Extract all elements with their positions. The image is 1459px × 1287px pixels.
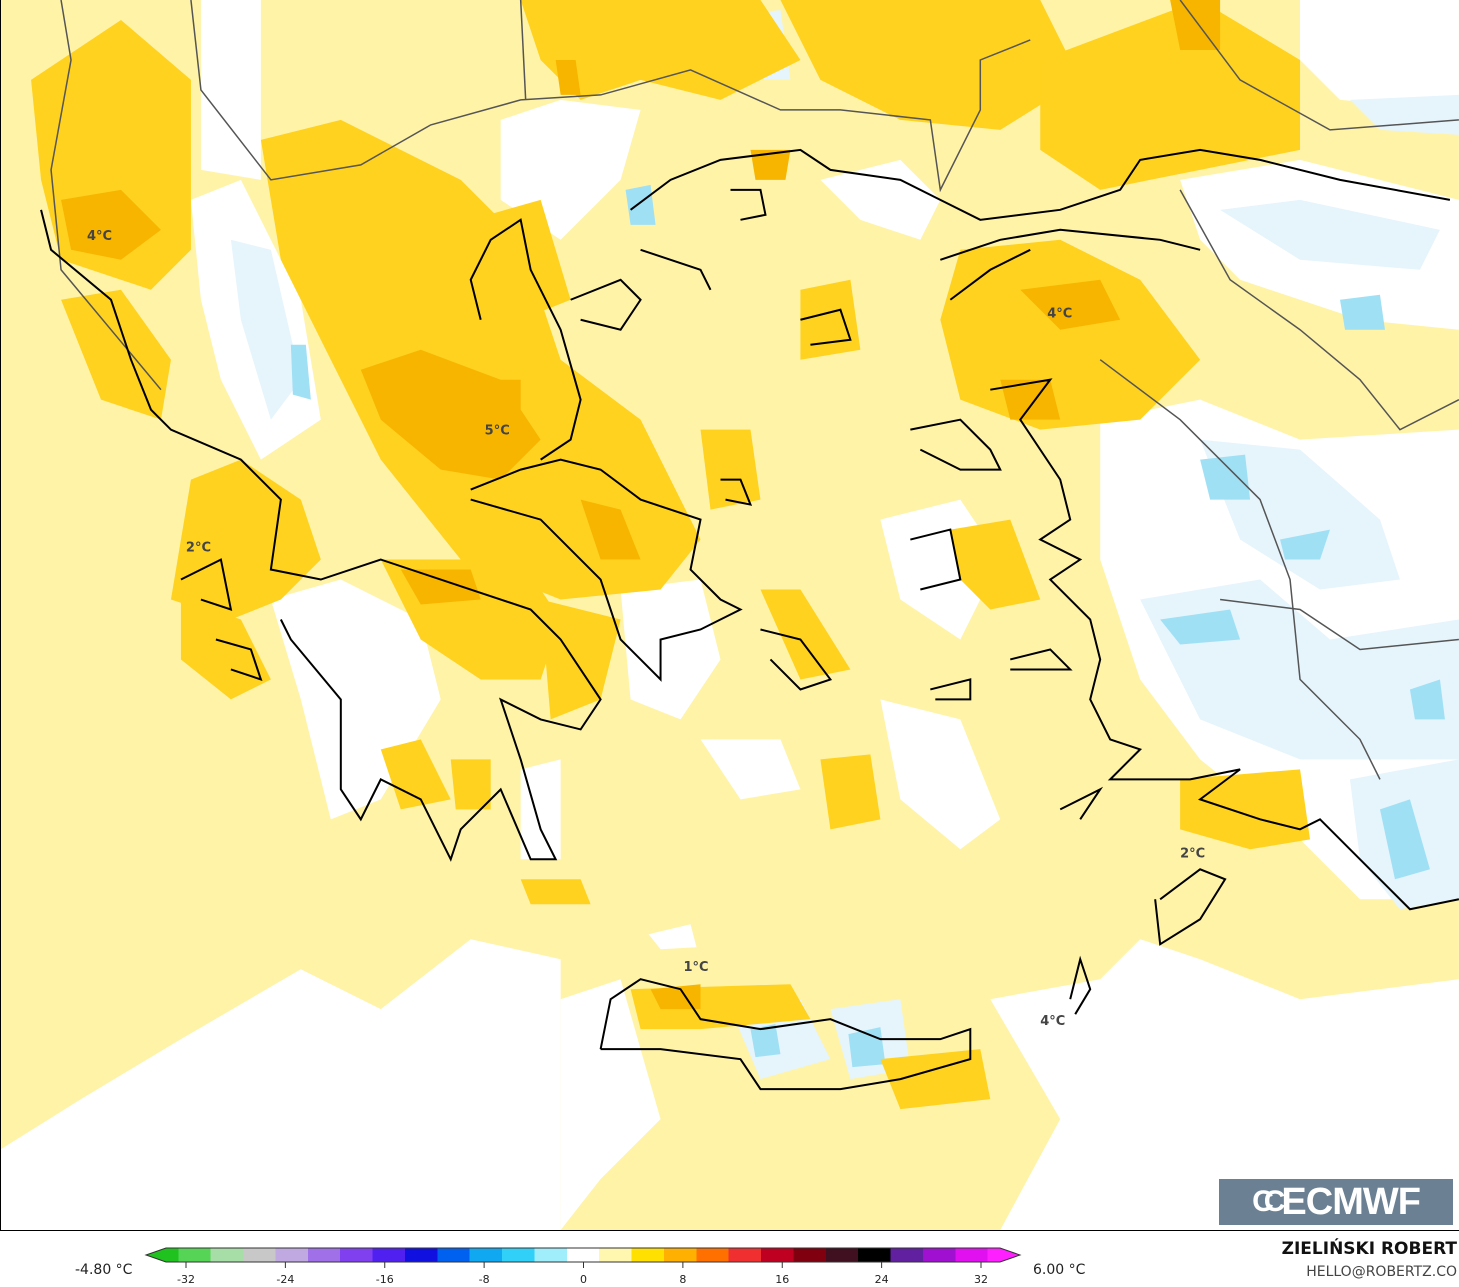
- negative-anomaly-areas: [290, 64, 1445, 1068]
- colorbar-tick-label: 8: [679, 1273, 686, 1286]
- colorbar-gradient: [144, 1247, 1022, 1263]
- contour-label: 2°C: [1180, 846, 1205, 861]
- colorbar-tick-label: 0: [580, 1273, 587, 1286]
- coastlines: [40, 148, 1459, 1091]
- contour-label: 4°C: [1047, 307, 1072, 322]
- contour-labels: 4°C 5°C 2°C 4°C 2°C 1°C 4°C: [87, 229, 1205, 1029]
- colorbar-tick-label: -24: [276, 1273, 294, 1286]
- colorbar-tick-label: 32: [974, 1273, 988, 1286]
- contour-label: 2°C: [186, 541, 211, 556]
- strong-positive-anomaly-areas: [61, 0, 1221, 1010]
- colorbar-tick-label: -32: [177, 1273, 195, 1286]
- colorbar-tick-label: -16: [376, 1273, 394, 1286]
- ecmwf-logo-icon: CC: [1252, 1185, 1285, 1218]
- contour-label: 4°C: [87, 229, 112, 244]
- colorbar-tick-label: -8: [479, 1273, 490, 1286]
- ecmwf-logo: CC ECMWF: [1219, 1179, 1453, 1225]
- colorbar-tick-label: 16: [775, 1273, 789, 1286]
- temperature-anomaly-map: 4°C 5°C 2°C 4°C 2°C 1°C 4°C: [0, 0, 1459, 1231]
- contour-label: 4°C: [1040, 1014, 1065, 1029]
- colorbar-min-label: -4.80 °C: [75, 1262, 133, 1278]
- colorbar-tick-label: 24: [875, 1273, 889, 1286]
- contour-label: 5°C: [485, 424, 510, 439]
- author-credit: ZIELIŃSKI ROBERT: [1281, 1239, 1457, 1259]
- contour-label: 1°C: [684, 960, 709, 975]
- country-borders: [50, 0, 1459, 780]
- neutral-anomaly-areas: [1, 0, 1459, 1230]
- ecmwf-logo-text: ECMWF: [1281, 1180, 1421, 1223]
- colorbar: -32 -24 -16 -8 0 8 16 24 32: [144, 1247, 1022, 1286]
- author-email: HELLO@ROBERTZ.CO: [1306, 1264, 1457, 1280]
- colorbar-max-label: 6.00 °C: [1033, 1262, 1086, 1278]
